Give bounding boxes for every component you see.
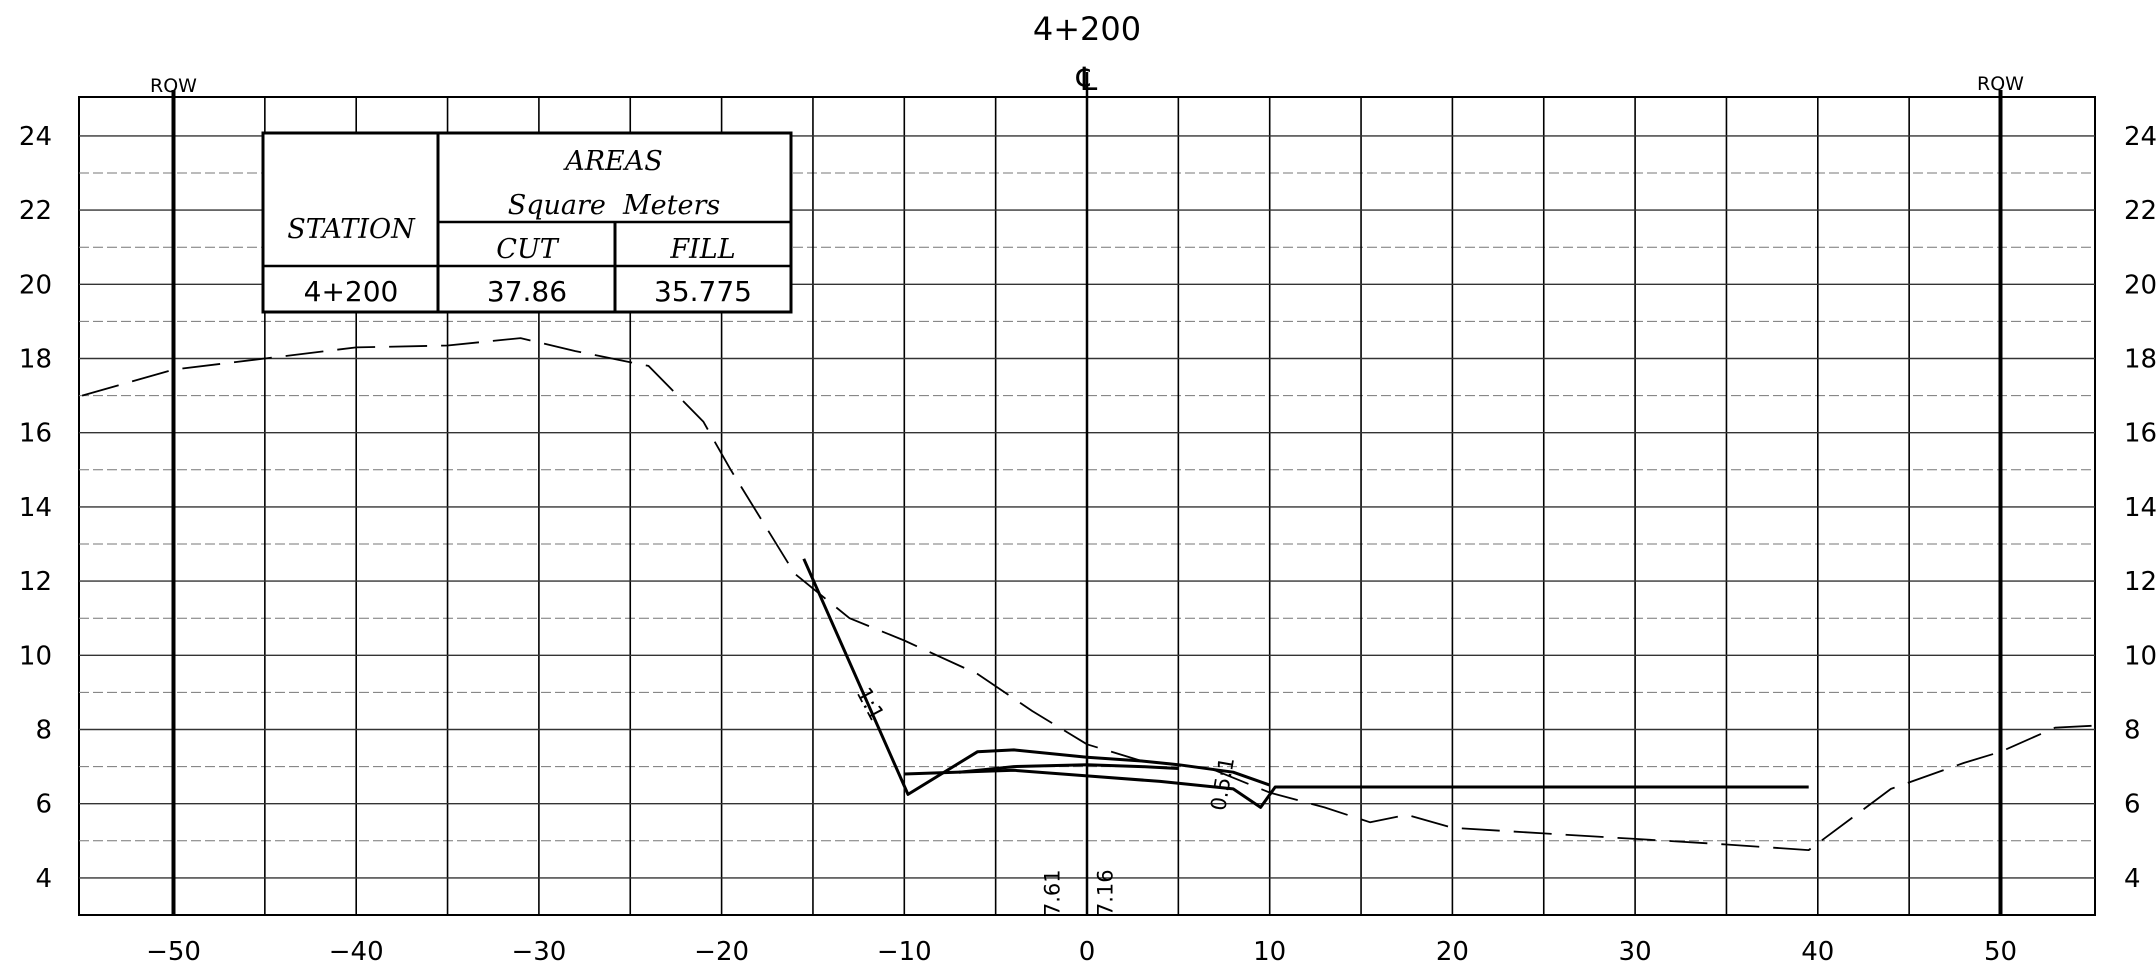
- proposed-section-line: [802, 558, 1179, 796]
- slope-or-dimension-label: 7.61: [1041, 869, 1065, 916]
- x-tick-label: 30: [1619, 937, 1652, 965]
- y-tick-label-right: 4: [2124, 864, 2141, 894]
- x-axis-ticks: −50 −40 −30 −20 −10 0 10 20 30 40 50: [146, 937, 2017, 965]
- y-tick-label-right: 24: [2124, 122, 2156, 152]
- y-axis-ticks-left: 4 6 8 10 12 14 16 18 20 22 24: [19, 122, 52, 894]
- proposed-section-line: [1178, 763, 1271, 787]
- proposed-section-line: [904, 768, 1809, 809]
- y-tick-label-right: 18: [2124, 345, 2156, 375]
- y-tick-label-left: 18: [19, 345, 52, 375]
- cut-value: 37.86: [487, 275, 567, 308]
- y-tick-label-left: 4: [35, 864, 52, 894]
- y-tick-label-right: 20: [2124, 270, 2156, 300]
- areas-table: AREAS Square Meters STATION CUT FILL 4+2…: [261, 131, 793, 314]
- y-tick-label-right: 6: [2124, 790, 2141, 820]
- y-tick-label-left: 14: [19, 493, 52, 523]
- y-tick-label-right: 8: [2124, 716, 2141, 746]
- x-tick-label: −50: [146, 937, 201, 965]
- x-tick-label: −20: [694, 937, 749, 965]
- profile-lines: [81, 337, 2092, 851]
- slope-or-dimension-label: 7.16: [1094, 869, 1118, 916]
- y-tick-label-right: 14: [2124, 493, 2156, 523]
- y-tick-label-right: 12: [2124, 567, 2156, 597]
- x-tick-label: 20: [1436, 937, 1469, 965]
- y-tick-label-left: 24: [19, 122, 52, 152]
- y-tick-label-left: 22: [19, 196, 52, 226]
- y-tick-label-left: 6: [35, 790, 52, 820]
- x-tick-label: −40: [329, 937, 384, 965]
- station-title: 4+200: [1033, 10, 1141, 48]
- cut-header: CUT: [496, 234, 559, 265]
- y-tick-label-right: 10: [2124, 641, 2156, 671]
- x-tick-label: 40: [1801, 937, 1834, 965]
- x-tick-label: 10: [1253, 937, 1286, 965]
- y-tick-label-left: 10: [19, 641, 52, 671]
- y-tick-label-right: 22: [2124, 196, 2156, 226]
- y-tick-label-left: 12: [19, 567, 52, 597]
- x-tick-label: −10: [877, 937, 932, 965]
- proposed-section-line: [958, 763, 1179, 774]
- x-tick-label: 50: [1984, 937, 2017, 965]
- areas-heading: AREAS: [562, 146, 663, 177]
- fill-header: FILL: [669, 234, 735, 265]
- y-tick-label-left: 8: [35, 716, 52, 746]
- station-value: 4+200: [304, 275, 399, 308]
- row-right-label: ROW: [1977, 73, 2024, 95]
- slope-or-dimension-label: 1:1: [852, 683, 889, 724]
- y-tick-label-left: 20: [19, 270, 52, 300]
- station-header: STATION: [287, 214, 416, 245]
- y-tick-label-left: 16: [19, 419, 52, 449]
- y-axis-ticks-right: 4 6 8 10 12 14 16 18 20 22 24: [2124, 122, 2156, 894]
- fill-value: 35.775: [654, 275, 752, 308]
- y-tick-label-right: 16: [2124, 419, 2156, 449]
- row-markers: ROW ROW: [150, 73, 2024, 915]
- areas-units: Square Meters: [508, 190, 721, 221]
- x-tick-label: −30: [511, 937, 566, 965]
- row-left-label: ROW: [150, 75, 197, 97]
- x-tick-label: 0: [1079, 937, 1096, 965]
